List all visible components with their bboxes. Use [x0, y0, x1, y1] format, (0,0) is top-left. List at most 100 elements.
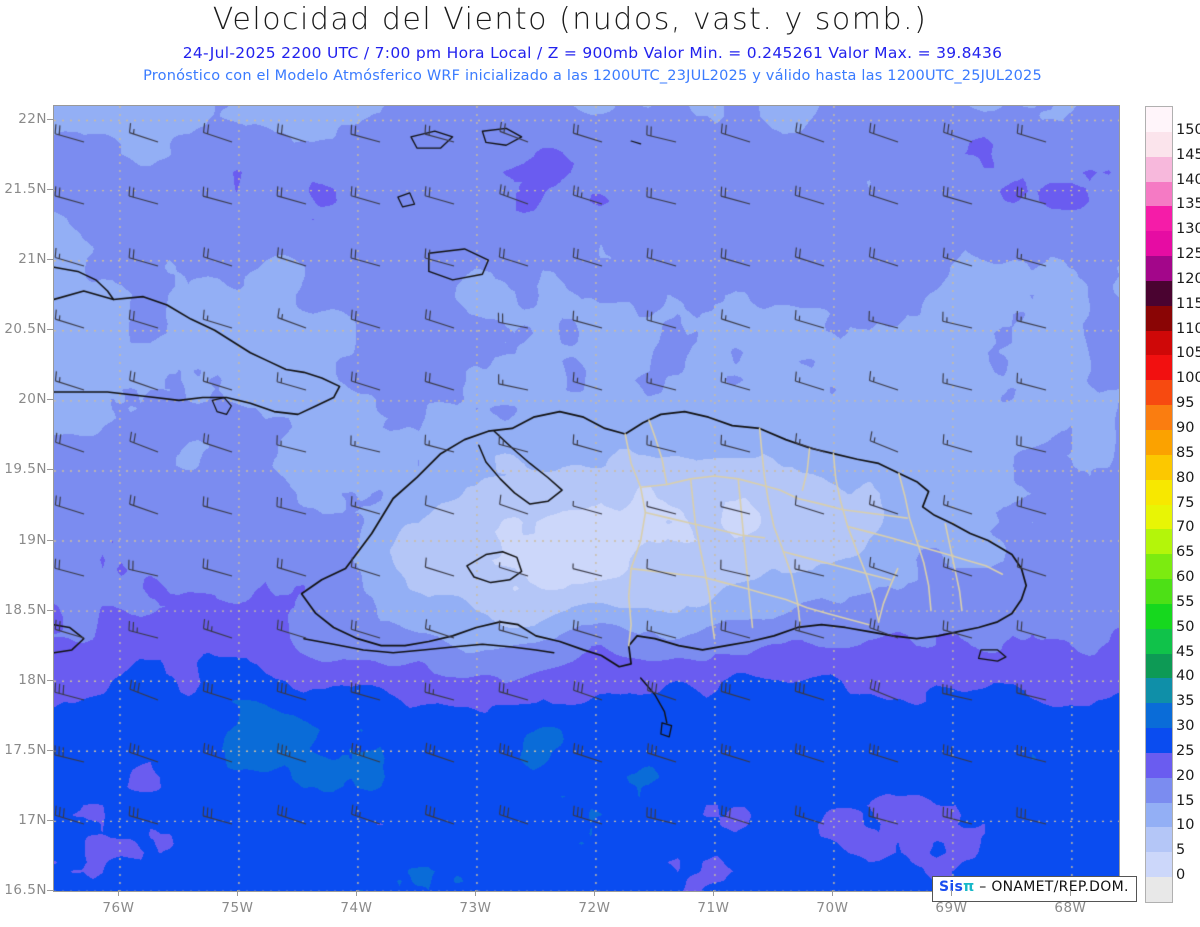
colorbar-tick-label: 15	[1176, 792, 1195, 809]
model-description-line: Pronóstico con el Modelo Atmósferico WRF…	[143, 68, 1042, 84]
y-axis-tick	[47, 749, 54, 751]
y-axis-tick	[47, 609, 54, 611]
colorbar-segment	[1146, 181, 1172, 207]
colorbar-tick-label: 35	[1176, 693, 1195, 710]
y-axis-tick-label: 16.5N	[4, 882, 47, 898]
colorbar-tick-label: 130	[1176, 221, 1200, 238]
y-axis-tick	[47, 819, 54, 821]
colorbar-segment	[1146, 678, 1172, 704]
colorbar-segment	[1146, 603, 1172, 629]
x-axis-tick	[832, 890, 834, 896]
colorbar-segment	[1146, 231, 1172, 257]
colorbar-tick-label: 25	[1176, 742, 1195, 759]
colorbar-segment	[1146, 405, 1172, 430]
x-axis-tick	[594, 890, 596, 896]
y-axis-tick-label: 19.5N	[4, 461, 47, 478]
colorbar-tick-label: 90	[1176, 419, 1195, 436]
page-title: Velocidad del Viento (nudos, vast. y som…	[212, 2, 928, 37]
colorbar-segment	[1146, 131, 1172, 157]
colorbar-tick-label: 5	[1176, 842, 1186, 859]
colorbar-tick-label: 65	[1176, 544, 1195, 561]
y-axis-tick-label: 18.5N	[4, 601, 47, 618]
x-axis-tick-label: 73W	[459, 900, 492, 916]
colorbar-tick-label: 140	[1176, 171, 1200, 188]
colorbar-segment	[1146, 380, 1172, 406]
colorbar-segment	[1146, 256, 1172, 281]
y-axis-tick-label: 21N	[18, 251, 47, 268]
colorbar-segment	[1146, 579, 1172, 604]
colorbar-segment	[1146, 852, 1172, 878]
watermark-org: – ONAMET/REP.DOM.	[979, 879, 1129, 895]
y-axis-tick-label: 19N	[18, 531, 47, 548]
y-axis-tick	[47, 189, 54, 191]
wind-speed-raster	[54, 106, 1119, 891]
y-axis-tick	[47, 119, 54, 121]
colorbar-segment	[1146, 827, 1172, 853]
map-plot-area[interactable]	[53, 105, 1120, 892]
y-axis-tick	[47, 399, 54, 401]
y-axis-tick	[47, 259, 54, 261]
y-axis-tick	[47, 890, 54, 891]
x-axis-tick	[1070, 890, 1072, 896]
colorbar-tick-label: 95	[1176, 395, 1195, 412]
colorbar-tick-label: 45	[1176, 643, 1195, 660]
colorbar[interactable]	[1145, 106, 1173, 903]
watermark-sis: Sis	[939, 879, 964, 895]
y-axis-tick	[47, 679, 54, 681]
x-axis-tick-label: 74W	[340, 900, 373, 916]
colorbar-tick-label: 115	[1176, 295, 1200, 312]
colorbar-segment	[1146, 107, 1172, 132]
colorbar-segment	[1146, 206, 1172, 232]
colorbar-segment	[1146, 429, 1172, 455]
colorbar-segment	[1146, 703, 1172, 729]
colorbar-segment	[1146, 529, 1172, 555]
x-axis-tick	[118, 890, 120, 896]
colorbar-tick-label: 50	[1176, 618, 1195, 635]
colorbar-segment	[1146, 330, 1172, 356]
colorbar-tick-label: 150	[1176, 121, 1200, 138]
colorbar-segment	[1146, 355, 1172, 381]
colorbar-tick-label: 120	[1176, 270, 1200, 287]
colorbar-tick-label: 20	[1176, 767, 1195, 784]
colorbar-tick-label: 40	[1176, 668, 1195, 685]
colorbar-tick-label: 80	[1176, 469, 1195, 486]
colorbar-segment	[1146, 728, 1172, 753]
x-axis-tick	[356, 890, 358, 896]
colorbar-tick-label: 0	[1176, 867, 1186, 884]
watermark-logo: Sisπ – ONAMET/REP.DOM.	[932, 876, 1137, 902]
colorbar-segment	[1146, 156, 1172, 182]
colorbar-tick-label: 30	[1176, 718, 1195, 735]
y-axis-tick-label: 18N	[18, 671, 47, 688]
colorbar-tick-label: 60	[1176, 569, 1195, 586]
colorbar-segment	[1146, 504, 1172, 530]
colorbar-segment	[1146, 454, 1172, 480]
colorbar-segment	[1146, 628, 1172, 654]
y-axis-tick-label: 17.5N	[4, 741, 47, 758]
y-axis-tick-label: 20N	[18, 391, 47, 408]
colorbar-tick-label: 10	[1176, 817, 1195, 834]
x-axis-tick-label: 75W	[221, 900, 254, 916]
colorbar-segment	[1146, 752, 1172, 778]
colorbar-tick-label: 75	[1176, 494, 1195, 511]
colorbar-tick-label: 125	[1176, 246, 1200, 263]
y-axis-tick	[47, 539, 54, 541]
x-axis-tick-label: 71W	[697, 900, 730, 916]
colorbar-tick-label: 135	[1176, 196, 1200, 213]
y-axis-tick	[47, 469, 54, 471]
watermark-pi-icon: π	[963, 879, 975, 895]
colorbar-tick-label: 100	[1176, 370, 1200, 387]
y-axis-tick-label: 21.5N	[4, 181, 47, 198]
colorbar-tick-label: 85	[1176, 444, 1195, 461]
y-axis-tick-label: 20.5N	[4, 321, 47, 338]
x-axis-tick-label: 76W	[102, 900, 135, 916]
x-axis-tick	[237, 890, 239, 896]
colorbar-segment	[1146, 777, 1172, 803]
forecast-metadata-line: 24-Jul-2025 2200 UTC / 7:00 pm Hora Loca…	[182, 44, 1003, 62]
colorbar-segment	[1146, 653, 1172, 679]
colorbar-tick-label: 55	[1176, 593, 1195, 610]
colorbar-segment	[1146, 554, 1172, 580]
colorbar-tick-label: 105	[1176, 345, 1200, 362]
colorbar-tick-label: 70	[1176, 519, 1195, 536]
y-axis-tick	[47, 329, 54, 331]
